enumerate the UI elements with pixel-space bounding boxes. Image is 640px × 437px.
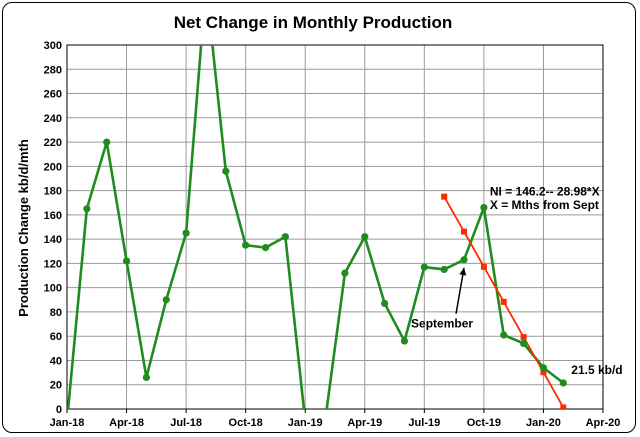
line-chart: Net Change in Monthly Production Product…: [16, 13, 623, 429]
fit-point: [461, 228, 468, 235]
production-point: [341, 269, 349, 277]
x-tick-label: Jul-18: [170, 417, 202, 429]
production-line: [85, 140, 188, 379]
fit-point: [560, 404, 567, 409]
production-point: [182, 229, 190, 237]
x-tick-label: Apr-19: [347, 417, 382, 429]
production-line-segment: [67, 208, 89, 409]
plot-area: 0 20 40 60 80 100 120 140 160 180 200 220 240 260 280 3…: [44, 40, 623, 429]
production-point: [122, 257, 131, 265]
production-point: [400, 337, 409, 345]
y-tick-label: 60: [50, 331, 62, 343]
fit-point: [441, 193, 448, 200]
production-point: [142, 373, 151, 382]
y-tick-label: 120: [44, 258, 62, 270]
production-line-segment: [325, 272, 347, 409]
y-tick-label: 80: [50, 307, 62, 319]
y-tick-label: 140: [44, 234, 62, 246]
production-line-segment: [184, 45, 228, 234]
annotation: September: [411, 317, 473, 331]
production-point: [460, 256, 468, 264]
x-tick-label: Apr-20: [586, 417, 621, 429]
y-tick-label: 260: [44, 89, 62, 101]
production-point: [361, 233, 369, 241]
y-tick-label: 280: [44, 64, 62, 76]
annotation-arrow: [455, 267, 465, 314]
x-tick-label: Oct-18: [229, 417, 263, 429]
y-tick-label: 200: [44, 161, 62, 173]
fit-point: [540, 369, 547, 376]
production-point: [242, 241, 250, 249]
production-point: [103, 138, 111, 146]
production-point: [261, 244, 270, 252]
x-tick-label: Jan-18: [50, 417, 85, 429]
x-tick-label: Jan-19: [288, 417, 323, 429]
chart-frame: Net Change in Monthly Production Product…: [2, 2, 636, 433]
production-line: [343, 206, 565, 384]
production-point: [480, 203, 488, 212]
annotation: X = Mths from Sept: [490, 198, 599, 212]
annotation-arrowhead: [459, 267, 467, 276]
plot-border: [66, 44, 604, 410]
x-tick-label: Oct-19: [467, 417, 501, 429]
production-line: [224, 170, 286, 249]
series-group: [67, 45, 567, 409]
x-tick-label: Jul-19: [408, 417, 440, 429]
production-point: [83, 205, 91, 213]
fit-point: [480, 263, 487, 270]
production-point: [381, 299, 389, 308]
y-tick-label: 180: [44, 186, 62, 198]
y-tick-label: 0: [56, 404, 62, 416]
chart-title: Net Change in Monthly Production: [174, 13, 453, 32]
production-point: [440, 265, 448, 274]
y-tick-label: 160: [44, 210, 62, 222]
production-point: [162, 296, 170, 304]
y-tick-label: 220: [44, 137, 62, 149]
y-tick-label: 100: [44, 283, 62, 295]
production-point: [559, 379, 567, 387]
y-tick-label: 40: [50, 355, 62, 367]
y-tick-label: 20: [50, 380, 62, 392]
annotation: 21.5 kb/d: [571, 363, 622, 377]
y-tick-label: 300: [44, 40, 62, 52]
y-axis-label: Production Change kb/d/mth: [16, 139, 31, 317]
fit-point: [500, 298, 507, 305]
x-tick-label: Apr-18: [109, 417, 144, 429]
x-tick-label: Jan-20: [526, 417, 561, 429]
production-point: [281, 233, 289, 241]
production-point: [519, 339, 528, 348]
production-point: [420, 263, 428, 271]
annotation: NI = 146.2-- 28.98*X: [490, 184, 600, 198]
production-point: [500, 331, 508, 339]
y-tick-label: 240: [44, 113, 62, 125]
fit-point: [520, 334, 527, 341]
production-point: [222, 167, 230, 175]
production-point: [539, 364, 548, 372]
production-line-segment: [284, 236, 306, 409]
